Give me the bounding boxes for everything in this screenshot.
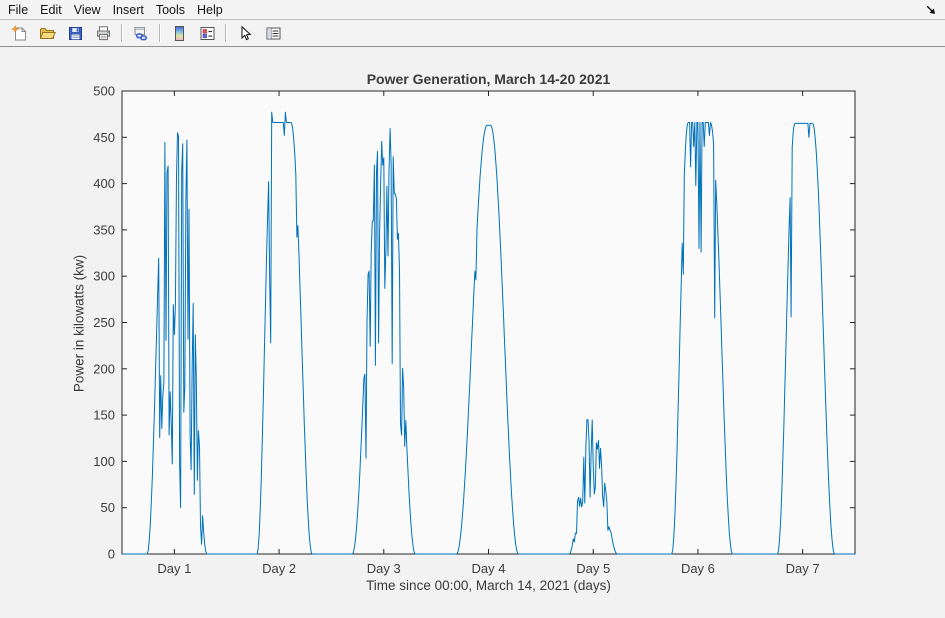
menu-tools[interactable]: Tools [155, 2, 186, 17]
dock-figure-button[interactable] [925, 4, 937, 16]
insert-colorbar-icon [171, 25, 188, 42]
link-plot-icon [133, 25, 150, 42]
new-figure-button[interactable] [6, 21, 32, 45]
chart-title: Power Generation, March 14-20 2021 [366, 71, 611, 87]
x-tick-label: Day 3 [367, 561, 401, 576]
power-generation-chart: 0 50 100 150 200 250 300 350 400 450 500 Day 1 Day 2… [93, 84, 856, 576]
power-series-line [122, 111, 855, 555]
toolbar-separator [121, 24, 123, 42]
toolbar-separator [225, 24, 227, 42]
axes-background [122, 91, 855, 554]
x-tick-label: Day 7 [786, 561, 820, 576]
save-figure-button[interactable] [62, 21, 88, 45]
y-tick-label: 150 [93, 408, 115, 423]
y-tick-label: 450 [93, 130, 115, 145]
print-figure-button[interactable] [90, 21, 116, 45]
x-axis-label: Time since 00:00, March 14, 2021 (days) [366, 578, 611, 593]
x-tick-label: Day 1 [157, 561, 191, 576]
menu-insert[interactable]: Insert [112, 2, 144, 17]
plot-browser-button[interactable] [260, 21, 286, 45]
insert-colorbar-button[interactable] [166, 21, 192, 45]
y-tick-label: 200 [93, 361, 115, 376]
y-tick-label: 50 [101, 500, 115, 515]
link-plot-button[interactable] [128, 21, 154, 45]
edit-plot-icon [237, 25, 254, 42]
menu-help[interactable]: Help [197, 2, 223, 17]
x-tick-label: Day 6 [681, 561, 715, 576]
figure-toolbar [0, 20, 945, 47]
y-tick-label: 250 [93, 315, 115, 330]
axes-box [121, 90, 856, 555]
dock-figure-icon [926, 5, 935, 14]
save-figure-icon [67, 25, 84, 42]
y-axis-label: Power in kilowatts (kw) [71, 254, 87, 393]
menu-edit[interactable]: Edit [40, 2, 62, 17]
menu-file[interactable]: File [8, 2, 29, 17]
y-tick-label: 100 [93, 454, 115, 469]
x-tick-label: Day 5 [576, 561, 610, 576]
print-figure-icon [95, 25, 112, 42]
open-file-button[interactable] [34, 21, 60, 45]
y-tick-label: 0 [108, 547, 115, 562]
figure-canvas: 0 50 100 150 200 250 300 350 400 450 500 Day 1 Day 2… [0, 47, 945, 617]
y-tick-label: 300 [93, 269, 115, 284]
x-tick-label: Day 4 [472, 561, 506, 576]
y-tick-label: 500 [93, 84, 115, 99]
y-tick-label: 350 [93, 222, 115, 237]
new-figure-icon [10, 24, 28, 42]
y-tick-label: 400 [93, 176, 115, 191]
menu-view[interactable]: View [73, 2, 101, 17]
menu-bar: File Edit View Insert Tools Help [0, 0, 945, 20]
toolbar-separator [159, 24, 161, 42]
insert-legend-button[interactable] [194, 21, 220, 45]
edit-plot-button[interactable] [232, 21, 258, 45]
plot-browser-icon [265, 25, 282, 42]
open-file-icon [39, 25, 56, 42]
x-tick-label: Day 2 [262, 561, 296, 576]
insert-legend-icon [199, 25, 216, 42]
